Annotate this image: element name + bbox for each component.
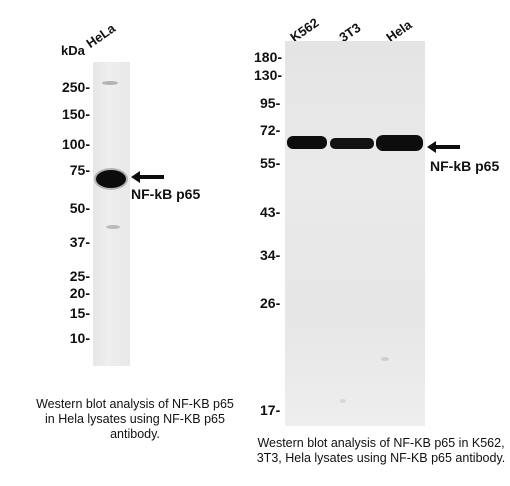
left-blot-membrane (93, 62, 130, 366)
right-caption: Western blot analysis of NF-KB p65 in K5… (256, 436, 506, 465)
mw-marker-72: 72- (260, 122, 281, 138)
mw-marker-25: 25- (69, 268, 90, 284)
mw-marker-10: 10- (69, 330, 90, 346)
mw-marker-55: 55- (260, 155, 281, 171)
mw-marker-75: 75- (69, 162, 90, 178)
mw-marker-150: 150- (61, 106, 90, 122)
mw-marker-37: 37- (69, 234, 90, 250)
mw-marker-26: 26- (260, 295, 281, 311)
mw-marker-180: 180- (254, 49, 283, 65)
mw-marker-100: 100- (61, 136, 90, 152)
right-blot-membrane (285, 41, 425, 426)
right-blot-bands (287, 135, 423, 403)
left-blot-bands (94, 81, 128, 229)
right-target-label: NF-kB p65 (430, 158, 500, 174)
mw-marker-95: 95- (260, 95, 281, 111)
left-arrow-icon (131, 171, 164, 183)
left-caption: Western blot analysis of NF-KB p65 in He… (36, 397, 234, 441)
mw-marker-20: 20- (69, 285, 90, 301)
left-arrow-icon (427, 141, 460, 153)
left-target-label: NF-kB p65 (131, 186, 201, 202)
mw-marker-250: 250- (61, 79, 90, 95)
band-nfkb-p65 (96, 170, 126, 188)
mw-marker-15: 15- (69, 305, 90, 321)
band-nfkb-p65-halo (94, 168, 128, 190)
band-3t3 (330, 138, 374, 149)
smudge (340, 399, 346, 403)
band-faint-40 (106, 225, 120, 229)
mw-marker-43: 43- (260, 204, 281, 220)
mw-marker-17: 17- (260, 402, 281, 418)
mw-marker-130: 130- (254, 67, 283, 83)
band-hela (376, 135, 423, 151)
mw-marker-50: 50- (69, 200, 90, 216)
mw-marker-34: 34- (260, 247, 281, 263)
band-faint-250 (102, 81, 118, 85)
band-k562 (287, 136, 327, 149)
kda-label: kDa (61, 43, 85, 58)
smudge (381, 357, 389, 361)
